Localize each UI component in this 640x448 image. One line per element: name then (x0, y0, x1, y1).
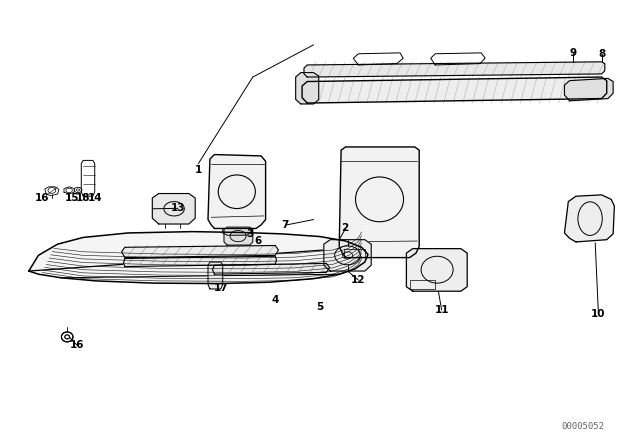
Text: 15: 15 (65, 193, 79, 203)
Polygon shape (208, 262, 223, 289)
Polygon shape (302, 77, 607, 103)
Polygon shape (304, 62, 605, 77)
Text: 13: 13 (171, 203, 185, 213)
Text: 3: 3 (246, 229, 253, 239)
Polygon shape (208, 155, 266, 228)
Polygon shape (122, 246, 278, 258)
Text: 10: 10 (591, 309, 605, 319)
Text: 18: 18 (76, 193, 90, 203)
Text: 5: 5 (316, 302, 324, 312)
Polygon shape (296, 73, 319, 104)
Text: 2: 2 (340, 224, 348, 233)
Text: 11: 11 (435, 305, 449, 315)
Text: 4: 4 (271, 295, 279, 305)
Text: 17: 17 (214, 283, 228, 293)
Polygon shape (223, 228, 251, 235)
Polygon shape (406, 249, 467, 291)
Polygon shape (324, 240, 371, 271)
Polygon shape (29, 232, 368, 284)
Polygon shape (564, 78, 613, 101)
Text: 14: 14 (88, 193, 102, 203)
Polygon shape (212, 263, 330, 274)
Polygon shape (339, 147, 419, 258)
Text: 1: 1 (195, 165, 202, 175)
Text: 8: 8 (598, 49, 605, 59)
Text: 7: 7 (281, 220, 289, 230)
Polygon shape (224, 227, 253, 245)
Text: 16: 16 (70, 340, 84, 350)
Text: 6: 6 (254, 236, 262, 246)
Text: 16: 16 (35, 193, 49, 203)
Text: 12: 12 (351, 275, 365, 285)
Polygon shape (152, 194, 195, 224)
Polygon shape (124, 256, 276, 267)
Text: 9: 9 (569, 48, 577, 58)
Text: 00005052: 00005052 (561, 422, 604, 431)
Polygon shape (564, 195, 614, 242)
